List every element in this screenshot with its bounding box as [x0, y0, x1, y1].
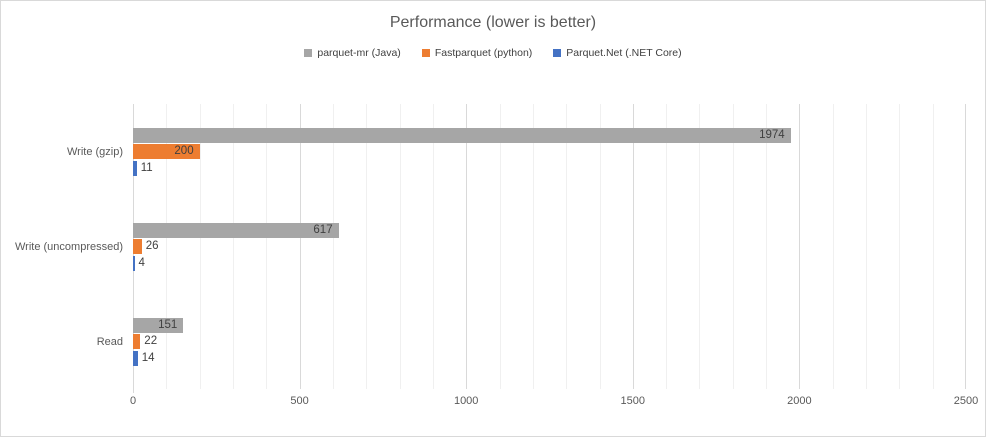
bar — [133, 239, 142, 254]
bar-value-label: 14 — [141, 351, 155, 364]
legend-swatch-icon — [421, 49, 430, 57]
x-axis-tick-label: 2000 — [787, 395, 812, 407]
legend-item-label: Fastparquet (python) — [434, 47, 533, 59]
minor-gridline — [332, 104, 334, 389]
legend-item: parquet-mr (Java) — [304, 47, 401, 59]
minor-gridline — [199, 104, 201, 389]
minor-gridline — [366, 104, 368, 389]
minor-gridline — [499, 104, 501, 389]
legend-swatch-icon — [553, 49, 562, 57]
bar — [133, 160, 137, 176]
bar — [133, 144, 200, 159]
minor-gridline — [266, 104, 268, 389]
legend-item-label: Parquet.Net (.NET Core) — [566, 47, 682, 59]
bar-value-label: 1974 — [759, 128, 785, 141]
category-label: Write (gzip) — [66, 145, 123, 158]
major-gridline — [632, 104, 634, 389]
minor-gridline — [566, 104, 568, 389]
x-axis-tick-label: 1500 — [620, 395, 646, 407]
minor-gridline — [432, 104, 434, 389]
axis-origin-tick — [133, 389, 134, 393]
legend-item: Parquet.Net (.NET Core) — [553, 47, 682, 59]
bar — [133, 334, 141, 349]
bar — [133, 127, 791, 143]
bar — [133, 255, 135, 271]
bar-value-label: 4 — [138, 256, 145, 269]
minor-gridline — [766, 104, 768, 389]
plot-area: 1974 200 11 617 26 4 151 22 14 — [133, 104, 966, 389]
minor-gridline — [532, 104, 534, 389]
major-gridline — [466, 104, 468, 389]
legend-item-label: parquet-mr (Java) — [317, 47, 401, 59]
x-axis-tick-label: 0 — [129, 395, 137, 407]
minor-gridline — [166, 104, 168, 389]
bar-value-label: 151 — [158, 318, 178, 331]
minor-gridline — [666, 104, 668, 389]
minor-gridline — [599, 104, 601, 389]
minor-gridline — [233, 104, 234, 389]
minor-gridline — [699, 104, 701, 389]
bar-value-label: 11 — [140, 161, 153, 174]
bar-value-label: 22 — [144, 335, 158, 347]
minor-gridline — [832, 104, 834, 389]
legend: parquet-mr (Java) Fastparquet (python) Par… — [1, 47, 985, 59]
x-axis-tick-label: 500 — [290, 395, 309, 407]
bar-value-label: 617 — [313, 223, 333, 236]
chart-title: Performance (lower is better) — [389, 14, 597, 31]
bar — [133, 317, 184, 333]
category-label: Write (uncompressed) — [15, 240, 123, 253]
bar — [133, 222, 339, 238]
bar — [133, 350, 138, 366]
x-axis-tick-label: 1000 — [453, 395, 479, 407]
minor-gridline — [899, 104, 901, 389]
legend-item: Fastparquet (python) — [421, 47, 533, 59]
minor-gridline — [732, 104, 734, 389]
x-axis-tick-label: 2500 — [953, 395, 979, 407]
minor-gridline — [399, 104, 401, 389]
minor-gridline — [866, 104, 867, 389]
major-gridline — [299, 104, 301, 389]
minor-gridline — [932, 104, 934, 389]
legend-swatch-icon — [304, 49, 313, 57]
category-label: Read — [96, 335, 123, 348]
major-gridline — [799, 104, 801, 389]
bar-value-label: 26 — [145, 240, 159, 252]
bar-value-label: 200 — [174, 145, 194, 157]
major-gridline — [965, 104, 966, 389]
